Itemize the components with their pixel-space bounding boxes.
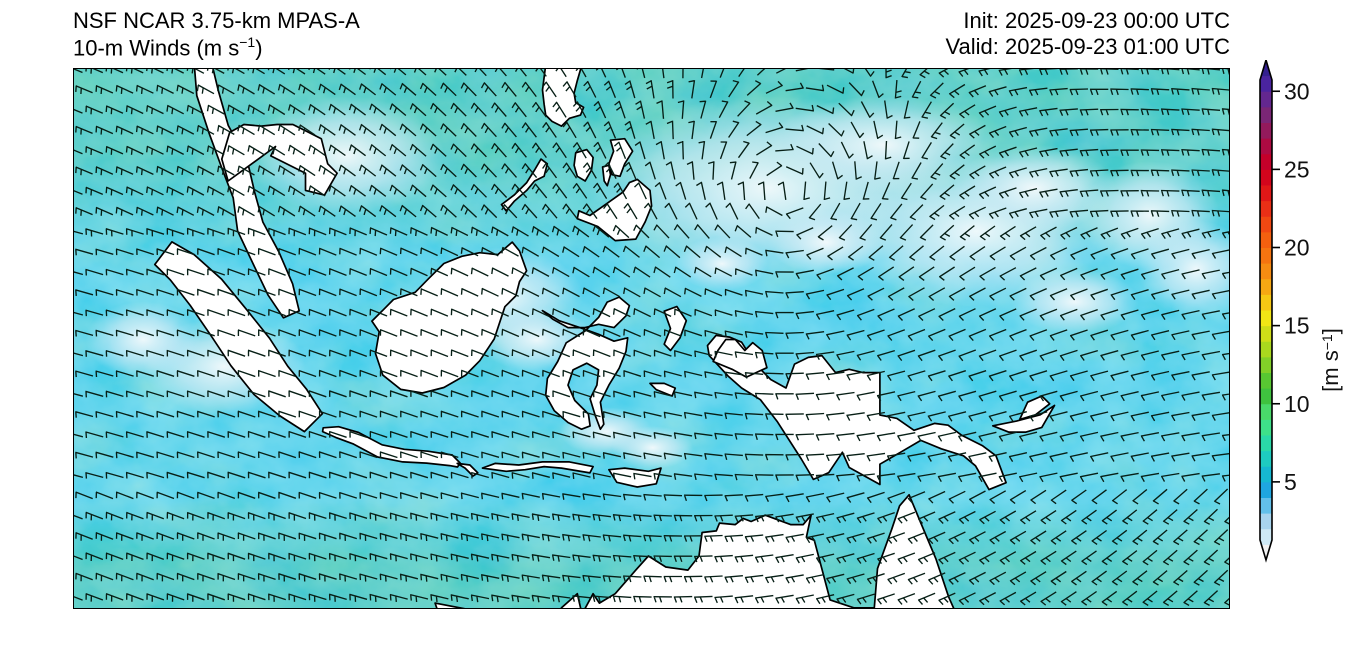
svg-text:15: 15 xyxy=(1284,313,1310,339)
svg-text:5: 5 xyxy=(1284,469,1297,495)
svg-text:20: 20 xyxy=(1284,235,1310,261)
svg-text:[m s−1]: [m s−1] xyxy=(1318,328,1343,392)
svg-text:10: 10 xyxy=(1284,391,1310,417)
svg-text:25: 25 xyxy=(1284,156,1310,182)
svg-text:30: 30 xyxy=(1284,78,1310,104)
